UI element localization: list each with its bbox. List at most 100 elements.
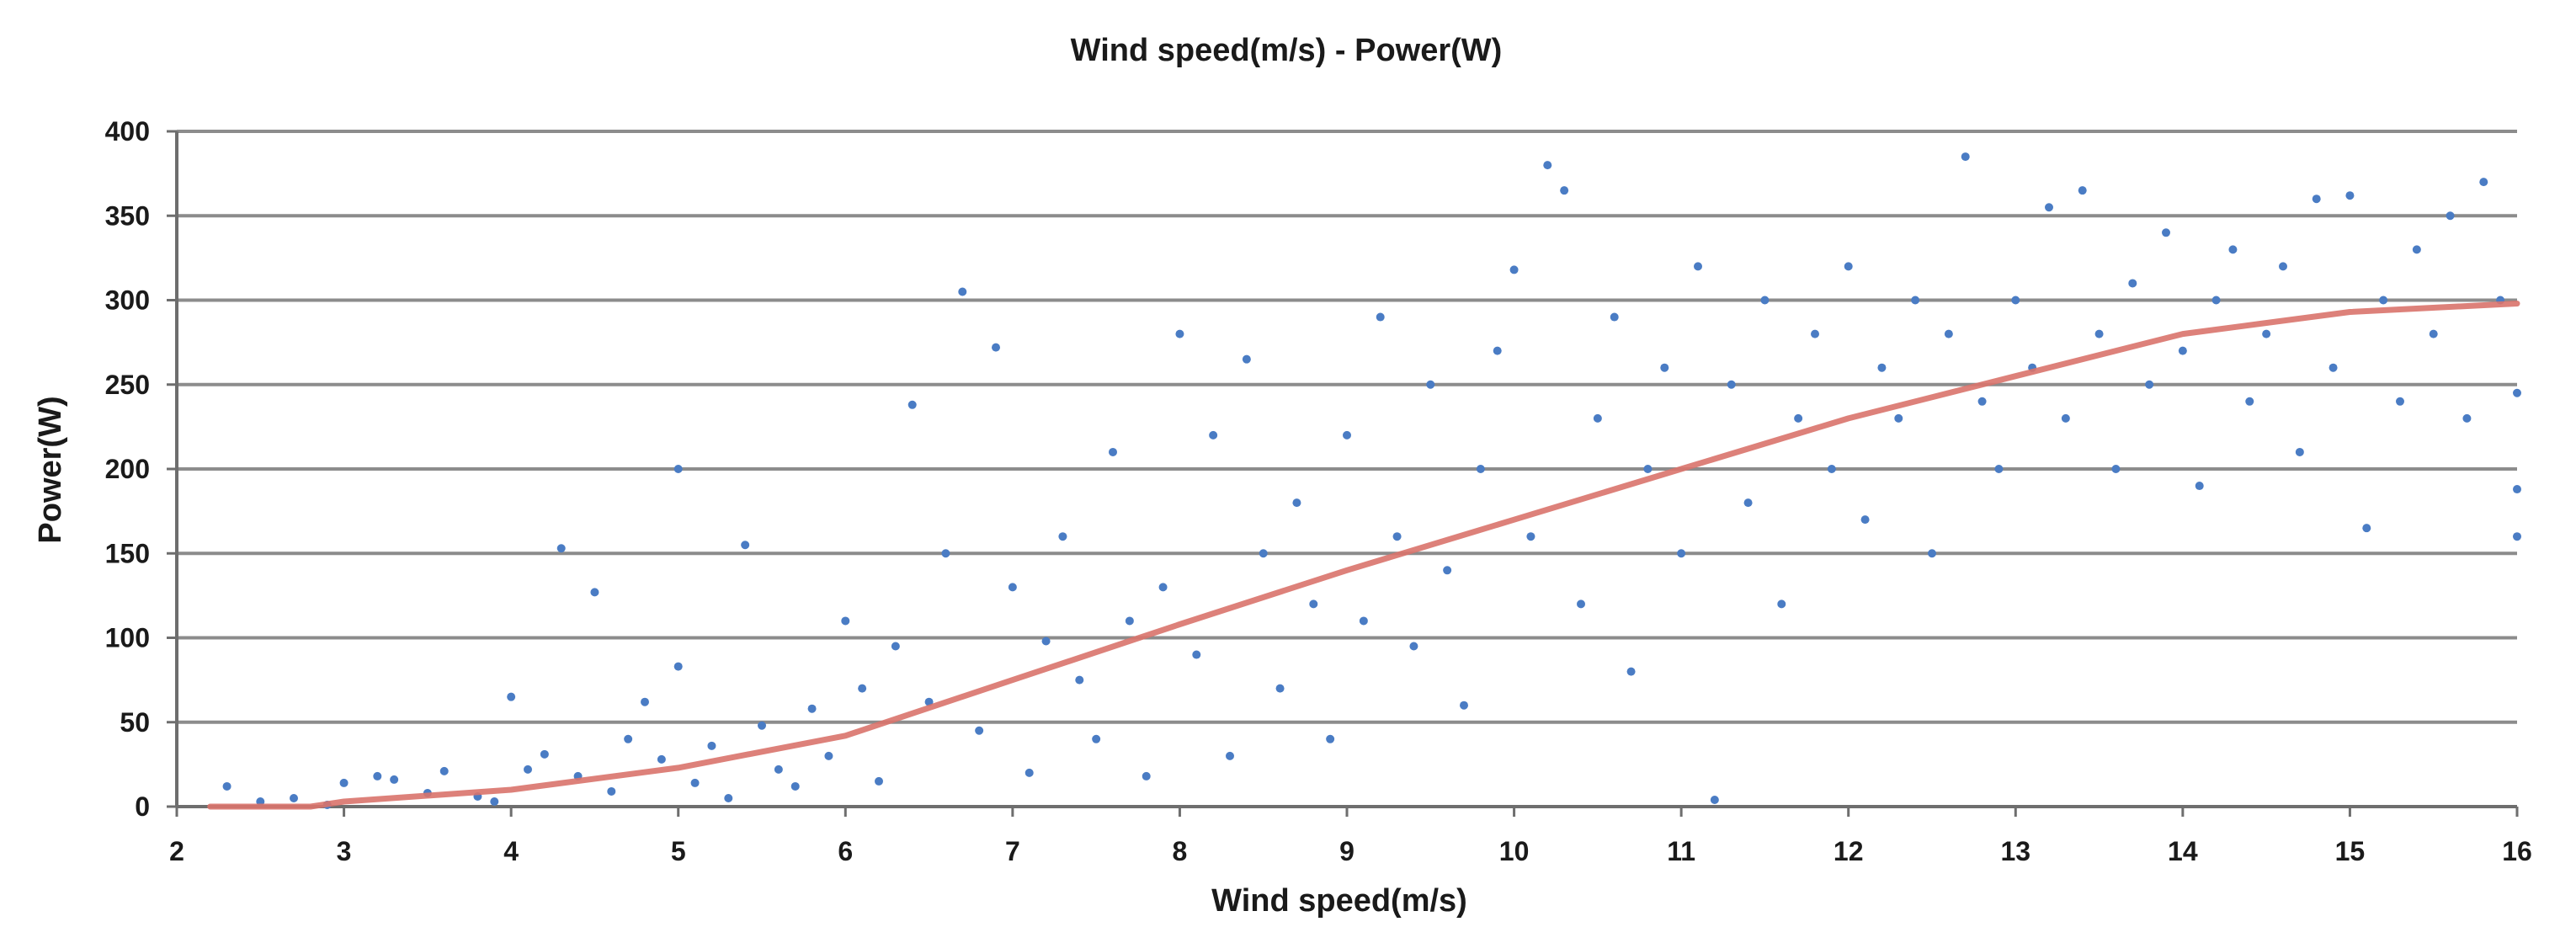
data-point bbox=[891, 642, 900, 651]
data-point bbox=[1860, 515, 1870, 525]
data-point bbox=[1359, 616, 1368, 626]
x-axis-label: Wind speed(m/s) bbox=[1211, 883, 1467, 919]
data-point bbox=[2429, 329, 2438, 338]
data-point bbox=[841, 616, 850, 626]
data-point bbox=[1509, 265, 1519, 274]
data-point bbox=[2446, 211, 2455, 221]
x-tick-label: 16 bbox=[2502, 836, 2532, 866]
data-point bbox=[2362, 524, 2371, 533]
x-tick-label: 12 bbox=[1834, 836, 1864, 866]
x-tick-label: 5 bbox=[671, 836, 686, 866]
y-tick-label: 300 bbox=[105, 285, 150, 316]
data-point bbox=[2513, 532, 2521, 541]
chart-title: Wind speed(m/s) - Power(W) bbox=[1071, 33, 1503, 68]
data-points bbox=[222, 152, 2521, 809]
data-point bbox=[641, 697, 649, 706]
data-point bbox=[2513, 485, 2521, 494]
y-tick-label: 350 bbox=[105, 200, 150, 231]
x-tick-label: 15 bbox=[2335, 836, 2366, 866]
data-point bbox=[975, 726, 984, 735]
tick-labels: 2 3 4 5 6 7 8 9 10 11 12 13 14 15 16 0 50 100 150 200 250 300… bbox=[105, 116, 2532, 866]
data-point bbox=[1109, 447, 1117, 456]
data-point bbox=[1392, 532, 1402, 541]
data-point bbox=[2011, 296, 2020, 305]
data-point bbox=[958, 287, 967, 296]
y-tick-label: 200 bbox=[105, 454, 150, 484]
data-point bbox=[1008, 583, 1017, 592]
data-point bbox=[1911, 296, 1920, 305]
y-tick-label: 400 bbox=[105, 116, 150, 147]
data-point bbox=[1092, 734, 1101, 743]
data-point bbox=[1977, 397, 1987, 406]
x-tick-label: 9 bbox=[1339, 836, 1355, 866]
data-point bbox=[222, 781, 232, 791]
data-point bbox=[2412, 245, 2421, 254]
data-point bbox=[339, 778, 349, 787]
data-point bbox=[2329, 363, 2338, 372]
data-point bbox=[1626, 667, 1636, 676]
y-tick-label: 0 bbox=[135, 791, 150, 822]
data-point bbox=[439, 766, 449, 775]
data-point bbox=[1577, 599, 1585, 609]
data-point bbox=[2178, 346, 2187, 355]
data-point bbox=[2513, 388, 2521, 397]
data-point bbox=[2479, 178, 2488, 187]
data-point bbox=[2128, 279, 2137, 288]
data-point bbox=[1259, 549, 1268, 558]
data-point bbox=[807, 704, 817, 713]
data-point bbox=[2396, 397, 2404, 406]
data-point bbox=[1894, 413, 1903, 423]
data-point bbox=[1560, 186, 1569, 195]
data-point bbox=[2262, 329, 2271, 338]
data-point bbox=[1526, 532, 1535, 541]
data-point bbox=[2111, 465, 2121, 473]
data-point bbox=[1158, 583, 1168, 592]
data-point bbox=[673, 465, 683, 473]
x-tick-label: 11 bbox=[1667, 836, 1695, 866]
data-point bbox=[2462, 413, 2472, 423]
data-point bbox=[1994, 465, 2004, 473]
data-point bbox=[1961, 152, 1970, 162]
data-point bbox=[724, 793, 733, 802]
data-point bbox=[741, 541, 750, 550]
data-point bbox=[507, 692, 516, 701]
data-point bbox=[707, 741, 716, 750]
data-point bbox=[2379, 296, 2388, 305]
data-point bbox=[907, 400, 917, 409]
data-point bbox=[992, 343, 1000, 352]
y-tick-label: 100 bbox=[105, 623, 150, 653]
data-point bbox=[1175, 329, 1184, 338]
trend-line-group bbox=[207, 301, 2520, 810]
data-point bbox=[1209, 430, 1218, 440]
data-point bbox=[2312, 194, 2321, 204]
data-point bbox=[524, 765, 532, 774]
data-point bbox=[774, 765, 783, 774]
data-point bbox=[2295, 447, 2304, 456]
x-tick-label: 13 bbox=[2000, 836, 2030, 866]
data-point bbox=[256, 796, 265, 806]
data-point bbox=[1226, 751, 1234, 760]
x-tick-label: 4 bbox=[503, 836, 519, 866]
data-point bbox=[2061, 413, 2070, 423]
data-point bbox=[1192, 650, 1201, 659]
data-point bbox=[1827, 465, 1836, 473]
data-point bbox=[2094, 329, 2104, 338]
data-point bbox=[290, 793, 298, 802]
y-tick-label: 50 bbox=[120, 707, 150, 738]
data-point bbox=[1610, 312, 1619, 322]
data-point bbox=[1309, 599, 1318, 609]
data-point bbox=[824, 751, 833, 760]
data-point bbox=[1543, 161, 1552, 170]
data-point bbox=[1075, 675, 1084, 685]
data-point bbox=[1025, 768, 1034, 777]
data-point bbox=[2228, 245, 2238, 254]
y-axis-label: Power(W) bbox=[33, 396, 68, 543]
data-point bbox=[556, 544, 566, 553]
data-point bbox=[2279, 262, 2287, 271]
data-point bbox=[1677, 549, 1686, 558]
x-tick-label: 2 bbox=[169, 836, 184, 866]
axes bbox=[167, 130, 2519, 817]
data-point bbox=[1376, 312, 1385, 322]
trend-line bbox=[207, 301, 2520, 810]
